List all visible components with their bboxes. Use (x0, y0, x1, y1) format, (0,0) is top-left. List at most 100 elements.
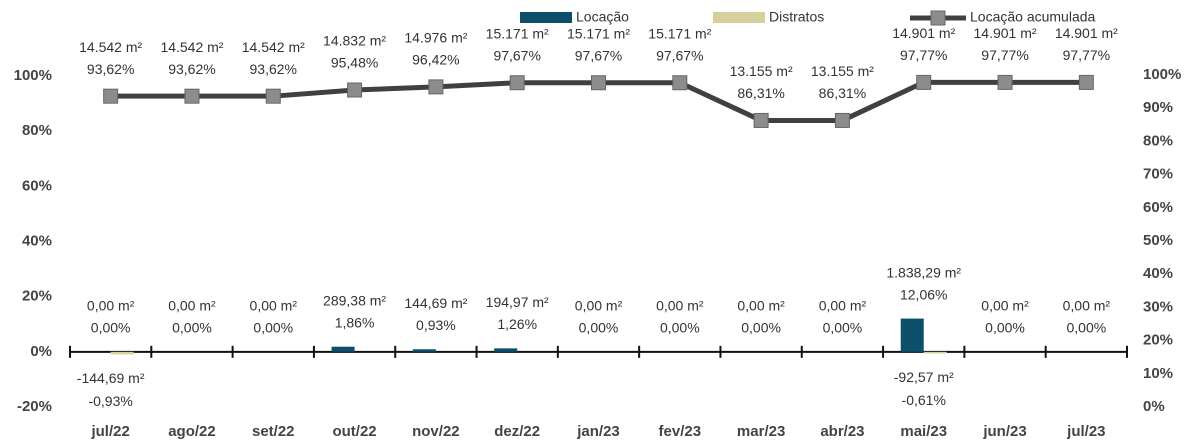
area-label: 15.171 m² (648, 25, 711, 41)
area-label: 0,00 m² (819, 298, 867, 314)
x-tick-label: jul/22 (90, 423, 129, 440)
y2-tick-label: 50% (1143, 232, 1173, 249)
y-tick-label: 80% (22, 122, 52, 139)
line-marker (916, 74, 932, 90)
y-tick-label: -20% (17, 398, 52, 415)
area-label: 144,69 m² (404, 295, 467, 311)
value-label: 86,31% (737, 85, 784, 101)
area-label: -92,57 m² (894, 369, 954, 385)
value-label: 95,48% (331, 55, 378, 71)
line-marker (103, 88, 119, 104)
area-label: 14.901 m² (892, 25, 955, 41)
legend-swatch (520, 12, 572, 23)
x-tick-label: fev/23 (659, 423, 702, 440)
y-tick-label: 100% (14, 67, 52, 84)
value-label: 97,67% (575, 47, 622, 63)
x-tick-label: set/22 (252, 423, 295, 440)
value-label: 97,77% (900, 47, 947, 63)
area-label: 0,00 m² (168, 298, 216, 314)
area-label: 0,00 m² (981, 298, 1029, 314)
area-label: -144,69 m² (77, 370, 145, 386)
area-label: 0,00 m² (1063, 298, 1111, 314)
line-marker (834, 112, 850, 128)
line-marker (347, 82, 363, 98)
y-tick-label: 0% (30, 343, 52, 360)
value-label: 0,00% (579, 320, 619, 336)
value-label: 0,00% (172, 320, 212, 336)
area-label: 14.542 m² (242, 39, 305, 55)
value-label: 97,67% (493, 47, 540, 63)
y2-tick-label: 80% (1143, 132, 1173, 149)
area-label: 0,00 m² (737, 298, 785, 314)
value-label: 86,31% (819, 85, 866, 101)
legend-label: Locação acumulada (970, 9, 1096, 25)
area-label: 14.542 m² (160, 39, 223, 55)
y2-tick-label: 30% (1143, 298, 1173, 315)
value-label: 0,00% (741, 320, 781, 336)
x-tick-label: mar/23 (737, 423, 785, 440)
y2-tick-label: 40% (1143, 265, 1173, 282)
bar (494, 348, 518, 352)
bar (923, 351, 947, 354)
y-tick-label: 60% (22, 177, 52, 194)
y2-tick-label: 70% (1143, 166, 1173, 183)
x-tick-label: jul/23 (1066, 423, 1105, 440)
area-label: 13.155 m² (730, 63, 793, 79)
x-tick-label: mai/23 (900, 423, 947, 440)
value-label: 0,00% (1066, 320, 1106, 336)
value-label: 93,62% (87, 61, 134, 77)
y2-tick-label: 90% (1143, 99, 1173, 116)
area-label: 15.171 m² (567, 25, 630, 41)
area-label: 14.901 m² (1055, 25, 1118, 41)
line-marker (509, 75, 525, 91)
area-label: 194,97 m² (486, 294, 549, 310)
value-label: -0,61% (902, 392, 946, 408)
value-label: 1,86% (335, 314, 375, 330)
area-label: 13.155 m² (811, 63, 874, 79)
y2-tick-label: 60% (1143, 199, 1173, 216)
value-label: 1,26% (497, 316, 537, 332)
legend-label: Locação (576, 9, 629, 25)
y2-tick-label: 10% (1143, 365, 1173, 382)
bar (900, 318, 924, 352)
y2-tick-label: 100% (1143, 66, 1181, 83)
area-label: 14.832 m² (323, 33, 386, 49)
area-label: 0,00 m² (656, 298, 704, 314)
legend-swatch (713, 12, 765, 23)
area-label: 0,00 m² (87, 298, 135, 314)
value-label: 96,42% (412, 52, 459, 68)
line-marker (1078, 74, 1094, 90)
y2-tick-label: 0% (1143, 398, 1165, 415)
area-label: 0,00 m² (250, 298, 298, 314)
area-label: 14.976 m² (404, 30, 467, 46)
value-label: 12,06% (900, 286, 947, 302)
value-label: 97,67% (656, 47, 703, 63)
value-label: 0,00% (660, 320, 700, 336)
legend-marker (930, 10, 946, 26)
area-label: 15.171 m² (486, 25, 549, 41)
line-marker (753, 112, 769, 128)
line-marker (997, 74, 1013, 90)
value-label: 0,00% (985, 320, 1025, 336)
value-label: 0,00% (253, 320, 293, 336)
x-tick-label: nov/22 (412, 423, 460, 440)
line-marker (591, 75, 606, 91)
line-marker (265, 88, 281, 104)
bar (412, 349, 436, 352)
value-label: 93,62% (250, 61, 297, 77)
legend-label: Distratos (769, 9, 824, 25)
value-label: 97,77% (1063, 47, 1110, 63)
y-tick-label: 40% (22, 232, 52, 249)
x-tick-label: jan/23 (576, 423, 620, 440)
value-label: 97,77% (981, 47, 1028, 63)
bar (331, 346, 355, 352)
area-label: 0,00 m² (575, 298, 623, 314)
x-tick-label: abr/23 (820, 423, 864, 440)
x-tick-label: ago/22 (168, 423, 216, 440)
value-label: 0,00% (823, 320, 863, 336)
x-tick-label: out/22 (332, 423, 376, 440)
line-marker (184, 88, 200, 104)
bar (110, 351, 134, 355)
area-label: 289,38 m² (323, 292, 386, 308)
